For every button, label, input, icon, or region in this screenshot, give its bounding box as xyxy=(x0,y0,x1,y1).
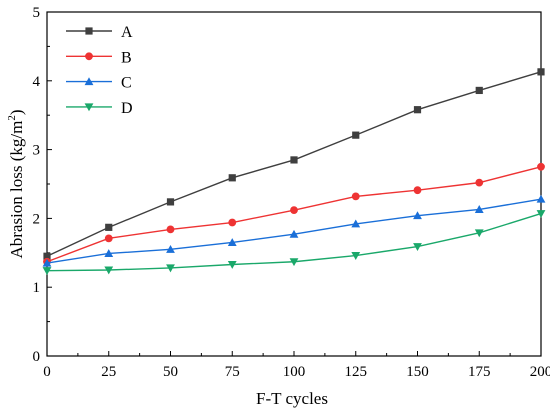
series-b-point xyxy=(166,225,175,234)
y-axis-label-close: ) xyxy=(7,109,26,115)
series-a-point xyxy=(413,106,422,114)
y-tick-label: 2 xyxy=(33,211,41,227)
x-tick-label: 75 xyxy=(225,364,240,380)
series-b-point xyxy=(475,178,484,187)
y-axis: 0 1 2 3 4 5 xyxy=(33,5,52,365)
series-a-point xyxy=(352,131,360,139)
y-tick-label: 1 xyxy=(33,280,41,296)
x-axis: 0 25 50 75 100 125 150 175 200 xyxy=(43,351,550,380)
x-axis-label: F-T cycles xyxy=(256,389,328,408)
series-a-point xyxy=(537,68,545,76)
legend-item-a: A xyxy=(66,24,133,41)
series-d-point xyxy=(474,229,484,238)
series-c-point xyxy=(227,238,237,246)
legend-item-c: C xyxy=(66,75,132,92)
series-b xyxy=(43,162,545,266)
y-tick-label: 3 xyxy=(33,143,41,159)
series-c-point xyxy=(536,194,546,203)
series-d-point xyxy=(227,260,237,269)
series-b-line xyxy=(46,166,542,263)
series-d-point xyxy=(166,264,175,273)
series-c xyxy=(42,194,546,267)
series-b-point xyxy=(290,206,298,215)
x-tick-label: 25 xyxy=(101,364,116,380)
series-b-point xyxy=(104,234,113,243)
series-d-point xyxy=(104,266,114,275)
y-axis-label-superscript: 2 xyxy=(6,115,18,121)
series-b-point xyxy=(351,192,360,201)
series-c-point xyxy=(42,258,52,267)
x-tick-label: 150 xyxy=(406,364,429,380)
legend-label: D xyxy=(121,100,133,117)
series-d-point xyxy=(351,252,361,260)
series-d-point xyxy=(289,258,299,267)
x-tick-label: 0 xyxy=(43,364,51,380)
x-tick-label: 175 xyxy=(468,364,491,380)
series-a-point xyxy=(290,156,298,164)
series-d-point xyxy=(413,243,422,252)
legend-swatch-marker xyxy=(84,103,94,112)
legend-swatch-marker xyxy=(85,27,93,35)
y-tick-label: 5 xyxy=(33,5,41,21)
series-d-point xyxy=(536,210,546,218)
x-tick-label: 125 xyxy=(345,364,368,380)
series-a-point xyxy=(228,174,236,182)
x-tick-label: 50 xyxy=(163,364,178,380)
y-tick-label: 4 xyxy=(33,74,41,90)
y-axis-label: Abrasion loss (kg/m2) xyxy=(6,109,26,258)
series-d-point xyxy=(42,267,52,276)
legend-label: C xyxy=(121,75,132,92)
series-a-point xyxy=(43,252,51,260)
series-a xyxy=(43,68,545,260)
series-c-point xyxy=(289,229,299,238)
x-tick-label: 200 xyxy=(530,364,550,380)
series-a-point xyxy=(166,198,175,206)
legend-swatch-marker xyxy=(85,52,93,61)
series-b-point xyxy=(537,162,545,171)
series-a-point xyxy=(105,223,113,231)
series-c-point xyxy=(413,211,422,220)
x-tick-label: 100 xyxy=(283,364,306,380)
series-a-point xyxy=(475,86,483,95)
y-axis-label-main: Abrasion loss (kg/m xyxy=(7,121,26,259)
legend-item-d: D xyxy=(66,100,133,117)
legend-label: A xyxy=(121,24,133,41)
legend-swatch-marker xyxy=(84,77,94,86)
series-layer xyxy=(42,68,546,276)
series-c-point xyxy=(351,219,361,228)
y-tick-label: 0 xyxy=(33,349,41,365)
legend-label: B xyxy=(121,49,132,66)
series-c-point xyxy=(104,249,114,258)
series-b-point xyxy=(228,218,237,227)
series-c-point xyxy=(166,244,175,253)
series-c-point xyxy=(474,205,484,213)
series-b-point xyxy=(413,186,422,195)
legend-item-b: B xyxy=(66,49,132,66)
series-d xyxy=(42,210,546,276)
